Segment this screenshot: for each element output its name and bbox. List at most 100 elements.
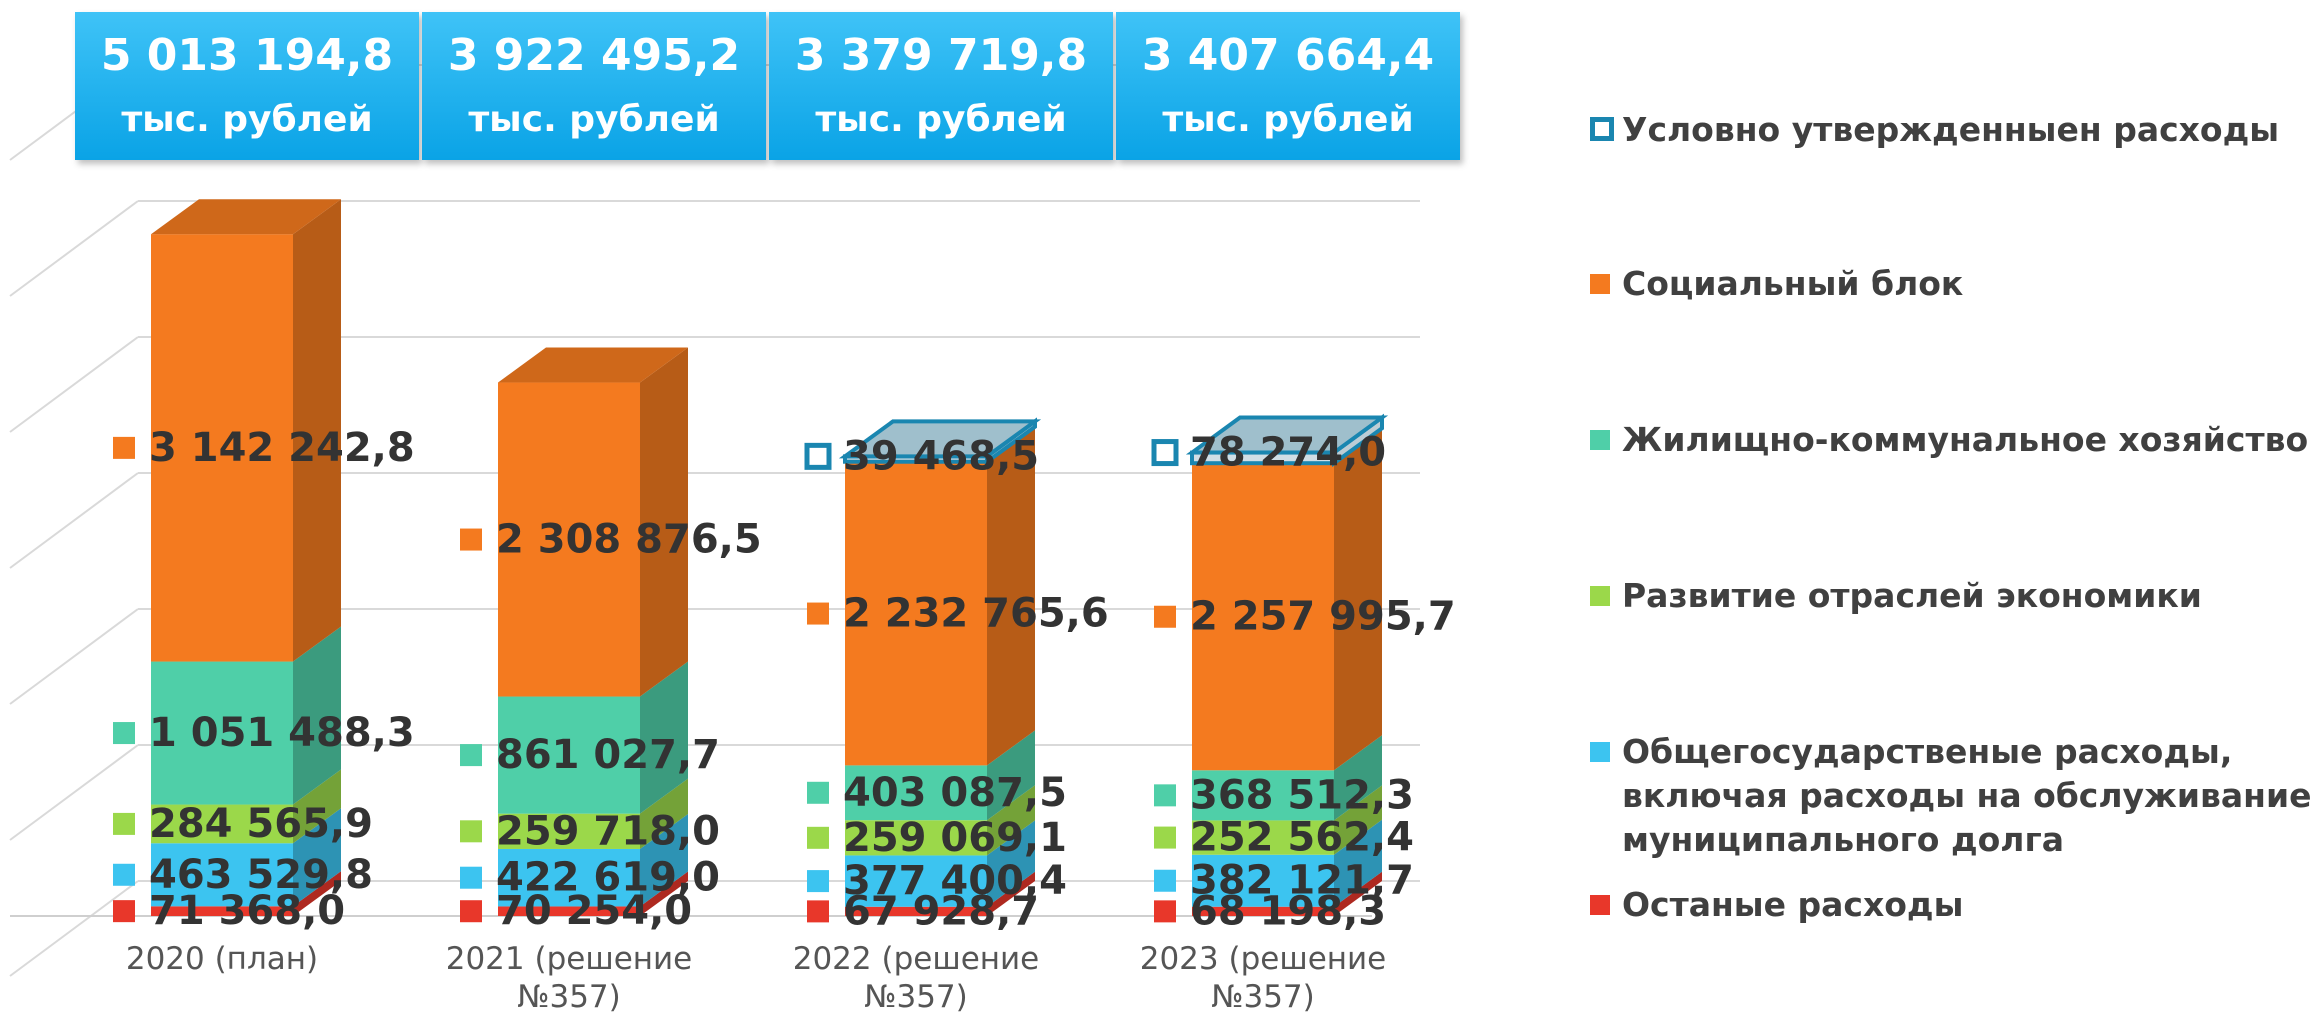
bar-front xyxy=(845,906,987,916)
bar-front xyxy=(845,461,987,766)
bar-side xyxy=(1334,871,1382,916)
bar-top xyxy=(838,419,1042,459)
data-label: 70 254,0 xyxy=(496,888,692,934)
label-marker xyxy=(460,744,482,767)
label-marker xyxy=(807,781,829,804)
label-marker xyxy=(804,442,832,470)
x-tick-label: 2023 (решение №357) xyxy=(1139,941,1387,1014)
legend-item: Развитие отраслей экономики xyxy=(1590,574,2317,618)
bar-side xyxy=(293,808,341,907)
bar-side xyxy=(640,871,688,916)
bar-front xyxy=(1192,770,1334,821)
bar-front xyxy=(151,661,293,805)
grid-line xyxy=(9,880,139,977)
label-marker xyxy=(113,812,135,835)
total-box: 5 013 194,8 тыс. рублей xyxy=(75,12,419,160)
bar-side xyxy=(987,730,1035,821)
data-label: 2 308 876,5 xyxy=(496,517,762,563)
legend-swatch xyxy=(1590,117,1614,141)
data-label: 1 051 488,3 xyxy=(149,710,415,756)
label-marker xyxy=(1154,784,1176,807)
bar-side xyxy=(987,426,1035,766)
legend-label: Развитие отраслей экономики xyxy=(1622,576,2202,615)
bar-side xyxy=(987,820,1035,907)
data-label: 259 069,1 xyxy=(843,815,1067,861)
bar-top xyxy=(1185,415,1389,455)
data-label: 422 619,0 xyxy=(496,855,720,901)
bar-front xyxy=(845,855,987,907)
legend-item: Социальный блок xyxy=(1590,262,2317,306)
legend-label: Социальный блок xyxy=(1622,264,1964,303)
data-label: 284 565,9 xyxy=(149,801,373,847)
bar-side xyxy=(987,785,1035,856)
label-marker xyxy=(113,722,135,745)
label-marker xyxy=(1151,439,1179,467)
legend-label: Жилищно-коммунальное хозяйство xyxy=(1622,420,2309,459)
bar-front xyxy=(498,906,640,916)
bar-side xyxy=(640,778,688,849)
total-unit: тыс. рублей xyxy=(121,99,373,140)
label-marker xyxy=(807,602,829,625)
total-value: 3 407 664,4 xyxy=(1141,30,1435,81)
bar-side xyxy=(293,199,341,662)
bar-front xyxy=(498,696,640,814)
data-label: 2 232 765,6 xyxy=(843,591,1109,637)
label-marker xyxy=(1154,605,1176,628)
grid-line xyxy=(9,744,139,841)
bar-front xyxy=(498,382,640,697)
total-unit: тыс. рублей xyxy=(1162,99,1414,140)
bar-side xyxy=(293,871,341,916)
legend-swatch xyxy=(1590,430,1610,450)
bar-side xyxy=(640,347,688,697)
data-label: 252 562,4 xyxy=(1190,815,1414,861)
label-marker xyxy=(807,826,829,849)
bar-front xyxy=(498,848,640,907)
total-unit: тыс. рублей xyxy=(815,99,1067,140)
grid-line xyxy=(9,608,139,705)
label-marker xyxy=(460,820,482,843)
data-label: 68 198,3 xyxy=(1190,888,1386,934)
data-label: 259 718,0 xyxy=(496,808,720,854)
label-marker xyxy=(1154,826,1176,849)
total-box: 3 922 495,2 тыс. рублей xyxy=(422,12,766,160)
legend-label: Условно утвержденныен расходы xyxy=(1622,110,2280,149)
x-tick-label: 2022 (решение №357) xyxy=(792,941,1040,1014)
bar-side xyxy=(640,813,688,907)
grid-line xyxy=(9,336,139,433)
total-value: 5 013 194,8 xyxy=(100,30,394,81)
bar-side xyxy=(1334,428,1382,771)
bar-top xyxy=(151,199,341,235)
total-unit: тыс. рублей xyxy=(468,99,720,140)
x-tick-label: 2020 (план) xyxy=(125,941,319,977)
legend-item: Условно утвержденныен расходы xyxy=(1590,108,2317,152)
data-label: 377 400,4 xyxy=(843,858,1067,904)
bar-side xyxy=(640,661,688,814)
legend-swatch xyxy=(1590,586,1610,606)
label-marker xyxy=(113,900,135,923)
label-marker xyxy=(113,863,135,886)
total-value: 3 922 495,2 xyxy=(447,30,741,81)
bar-front xyxy=(1192,906,1334,916)
total-value: 3 379 719,8 xyxy=(794,30,1088,81)
label-marker xyxy=(460,866,482,889)
bar-front xyxy=(498,813,640,849)
label-marker xyxy=(807,900,829,923)
legend-label: Останые расходы xyxy=(1622,885,1964,924)
data-label: 403 087,5 xyxy=(843,770,1067,816)
data-label: 861 027,7 xyxy=(496,732,720,778)
bar-top xyxy=(498,347,688,383)
legend-item: Общегосударственые расходы, включая расх… xyxy=(1590,730,2317,862)
data-label: 39 468,5 xyxy=(843,433,1039,479)
grid-line xyxy=(9,472,139,569)
data-label: 382 121,7 xyxy=(1190,858,1414,904)
bar-side xyxy=(987,871,1035,916)
bar-side xyxy=(293,626,341,805)
label-marker xyxy=(1154,869,1176,892)
grid-line xyxy=(9,200,139,297)
data-label: 67 928,7 xyxy=(843,888,1039,934)
total-box: 3 379 719,8 тыс. рублей xyxy=(769,12,1113,160)
bar-side xyxy=(293,769,341,844)
bar-front xyxy=(151,843,293,907)
